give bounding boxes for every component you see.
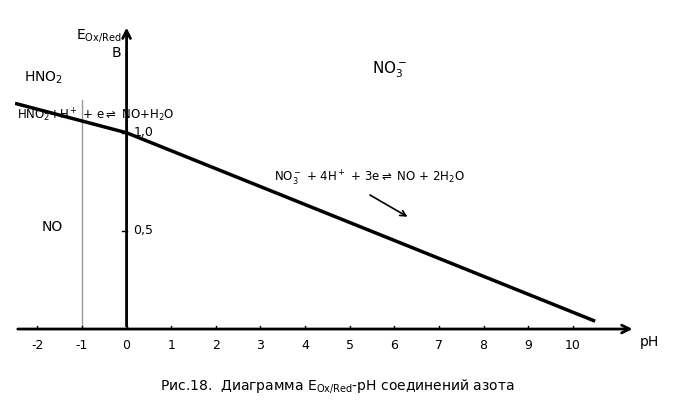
Text: 2: 2 — [212, 339, 220, 352]
Text: $\mathrm{E_{Ox/Red}}$: $\mathrm{E_{Ox/Red}}$ — [75, 27, 121, 44]
Text: 8: 8 — [480, 339, 487, 352]
Text: 0,5: 0,5 — [133, 224, 153, 237]
Text: 1: 1 — [167, 339, 175, 352]
Text: -2: -2 — [31, 339, 44, 352]
Text: 9: 9 — [524, 339, 532, 352]
Text: HNO$_2$+H$^+$ + e$\rightleftharpoons$ NO+H$_2$O: HNO$_2$+H$^+$ + e$\rightleftharpoons$ NO… — [18, 106, 175, 124]
Text: NO: NO — [42, 220, 63, 234]
Text: 5: 5 — [346, 339, 354, 352]
Text: -1: -1 — [75, 339, 88, 352]
Text: 0: 0 — [123, 339, 131, 352]
Text: 6: 6 — [390, 339, 398, 352]
Text: pH: pH — [640, 335, 659, 349]
Text: 3: 3 — [257, 339, 264, 352]
Text: 1,0: 1,0 — [133, 126, 153, 139]
Text: 4: 4 — [301, 339, 309, 352]
Text: HNO$_2$: HNO$_2$ — [24, 70, 63, 86]
Text: В: В — [112, 46, 121, 60]
Text: NO$_3^-$ + 4H$^+$ + 3e$\rightleftharpoons$ NO + 2H$_2$O: NO$_3^-$ + 4H$^+$ + 3e$\rightleftharpoon… — [274, 168, 465, 187]
Text: Рис.18.  Диаграмма $\mathrm{E_{Ox/Red}}$-pH соединений азота: Рис.18. Диаграмма $\mathrm{E_{Ox/Red}}$-… — [160, 377, 514, 395]
Text: 7: 7 — [435, 339, 443, 352]
Text: NO$_3^-$: NO$_3^-$ — [372, 60, 407, 80]
Text: 10: 10 — [565, 339, 581, 352]
